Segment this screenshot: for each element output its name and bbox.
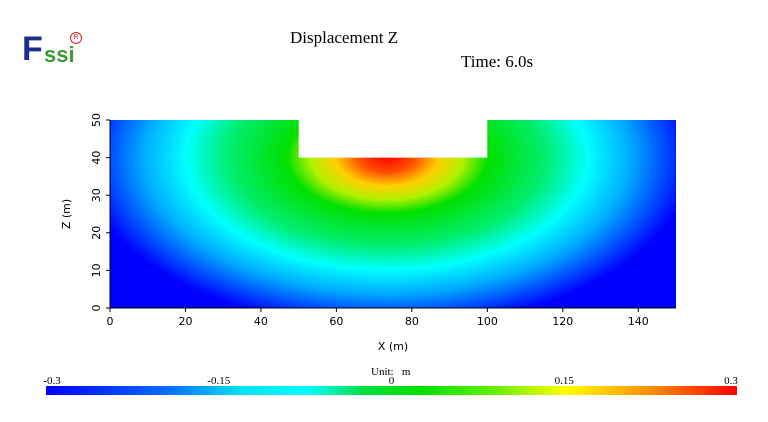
axes: 0 20 40 60 80 100 120 140 0 10 20 30 40 50 (90, 113, 676, 328)
fssi-logo: F ssi R (22, 32, 92, 76)
x-tick-label: 60 (329, 315, 343, 328)
y-tick-label: 0 (90, 305, 103, 312)
colorbar-tick-label: 0 (388, 375, 395, 387)
x-axis-label: X (m) (378, 340, 408, 353)
colorbar (46, 386, 737, 395)
colorbar-tick-label: -0.3 (43, 375, 61, 387)
y-tick-label: 10 (90, 263, 103, 277)
y-tick-label: 50 (90, 113, 103, 127)
y-tick-label: 20 (90, 226, 103, 240)
colorbar-tick-label: 0.3 (724, 375, 738, 387)
colorbar-unit: Unit: m (371, 366, 411, 378)
colorbar-tick-label: -0.15 (207, 375, 231, 387)
y-tick-label: 30 (90, 188, 103, 202)
x-tick-label: 120 (552, 315, 573, 328)
y-axis-label: Z (m) (60, 199, 73, 229)
x-tick-label: 80 (405, 315, 419, 328)
x-tick-label: 40 (254, 315, 268, 328)
x-tick-label: 140 (628, 315, 649, 328)
chart-title: Displacement Z (290, 28, 399, 47)
x-tick-label: 100 (477, 315, 498, 328)
x-tick-label: 20 (178, 315, 192, 328)
y-tick-label: 40 (90, 151, 103, 165)
time-label: Time: 6.0s (461, 52, 534, 71)
displacement-field (110, 120, 676, 308)
colorbar-tick-label: 0.15 (554, 375, 574, 387)
x-tick-label: 0 (107, 315, 114, 328)
